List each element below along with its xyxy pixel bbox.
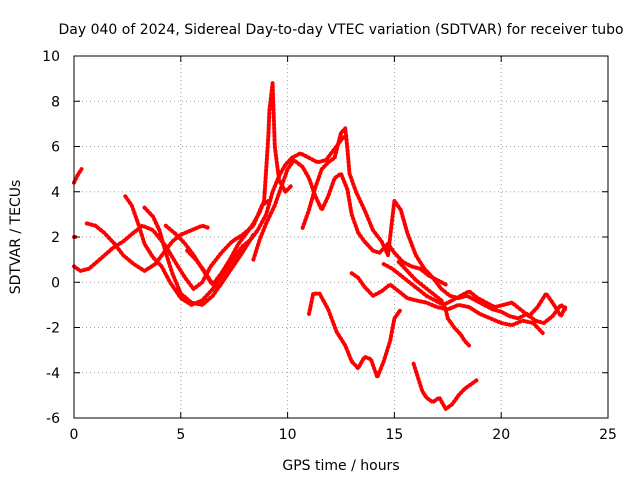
series-markers <box>72 198 271 291</box>
grid-lines <box>74 56 608 418</box>
x-axis-label: GPS time / hours <box>282 458 399 474</box>
series-markers <box>411 361 480 411</box>
series-markers <box>72 167 84 185</box>
series-trace-15 <box>411 361 480 411</box>
x-tick-label: 20 <box>492 427 510 443</box>
series-trace-9 <box>251 158 448 287</box>
chart-title: Day 040 of 2024, Sidereal Day-to-day VTE… <box>58 22 623 38</box>
series-markers <box>307 291 403 380</box>
series-trace-5 <box>123 194 254 307</box>
series-line <box>165 134 348 288</box>
series-trace-14 <box>307 291 403 380</box>
series-trace-11 <box>349 271 546 337</box>
series-markers <box>381 262 568 319</box>
y-tick-label: 6 <box>51 140 60 156</box>
x-tick-label: 25 <box>599 427 617 443</box>
x-tick-label: 0 <box>70 427 79 443</box>
x-tick-label: 10 <box>279 427 297 443</box>
series-trace-13 <box>396 259 472 348</box>
series-trace-7 <box>163 133 350 289</box>
y-axis-label: SDTVAR / TECUs <box>8 180 24 295</box>
y-tick-label: 0 <box>51 275 60 291</box>
series-markers <box>300 126 568 325</box>
series-markers <box>185 81 294 287</box>
series-markers <box>84 221 211 273</box>
series-trace-8 <box>185 81 294 287</box>
y-tick-label: 4 <box>51 185 60 201</box>
series-trace-12 <box>381 262 568 319</box>
y-tick-label: 2 <box>51 230 60 246</box>
series-markers <box>396 259 472 348</box>
y-tick-label: 10 <box>42 49 60 65</box>
series-markers <box>251 158 448 287</box>
series-markers <box>123 194 254 307</box>
series-trace-4 <box>84 221 211 273</box>
axis-ticks: 0 5 10 15 20 25 -6 -4 -2 0 2 4 6 8 10 <box>42 49 617 443</box>
series-markers <box>349 271 546 337</box>
series-trace-2 <box>72 167 84 185</box>
y-tick-label: -6 <box>46 411 60 427</box>
series-markers <box>163 133 350 289</box>
y-tick-label: -2 <box>46 321 60 337</box>
data-traces <box>72 81 568 411</box>
y-tick-label: 8 <box>51 94 60 110</box>
y-tick-label: -4 <box>46 366 60 382</box>
x-tick-label: 15 <box>385 427 403 443</box>
series-trace-1 <box>72 198 271 291</box>
series-trace-10 <box>300 126 568 325</box>
x-tick-label: 5 <box>176 427 185 443</box>
